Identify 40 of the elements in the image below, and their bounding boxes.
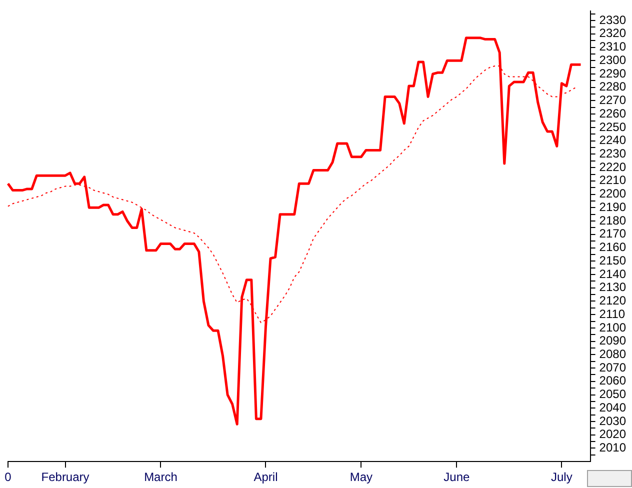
y-tick-label: 2060 [599,374,626,388]
y-tick-label: 2130 [599,280,626,294]
y-tick-label: 2310 [599,40,626,54]
y-tick-label: 2300 [599,52,626,67]
y-tick-label: 2140 [599,266,626,281]
x-tick-label: May [350,470,373,484]
y-tick-label: 2180 [599,213,626,228]
y-tick-label: 2260 [599,106,626,120]
y-tick-label: 2160 [599,240,626,254]
y-tick-label: 2320 [599,26,626,40]
x-tick-label: 0 [4,470,12,484]
x-tick-label: February [41,470,90,484]
y-tick-label: 2040 [599,400,626,414]
y-tick-label: 2070 [599,360,626,374]
y-tick-label: 2010 [599,440,626,455]
y-tick-label: 2200 [599,186,626,201]
y-tick-label: 2020 [599,427,626,442]
y-tick-label: 2120 [599,294,626,308]
y-tick-label: 2170 [599,226,626,241]
y-tick-label: 2280 [599,80,626,94]
y-tick-label: 2240 [599,133,626,148]
y-tick-label: 2030 [599,414,626,428]
y-tick-label: 2090 [599,334,626,348]
y-tick-label: 2100 [599,320,626,334]
x-tick-label: June [444,470,470,484]
y-tick-label: 2250 [599,120,626,134]
y-tick-label: 2230 [599,146,626,161]
y-tick-label: 2270 [599,93,626,108]
y-tick-label: 2150 [599,253,626,268]
y-tick-label: 2210 [599,173,626,188]
y-tick-label: 2080 [599,346,626,361]
x-tick-label: July [550,470,572,484]
y-tick-label: 2220 [599,160,626,174]
x-tick-label: March [144,470,178,484]
y-tick-label: 2290 [599,66,626,80]
y-tick-label: 2110 [599,306,626,321]
y-tick-label: 2190 [599,200,626,214]
y-tick-label: 2050 [599,387,626,402]
y-tick-label: 2330 [599,12,626,27]
x-tick-label: April [254,470,278,484]
